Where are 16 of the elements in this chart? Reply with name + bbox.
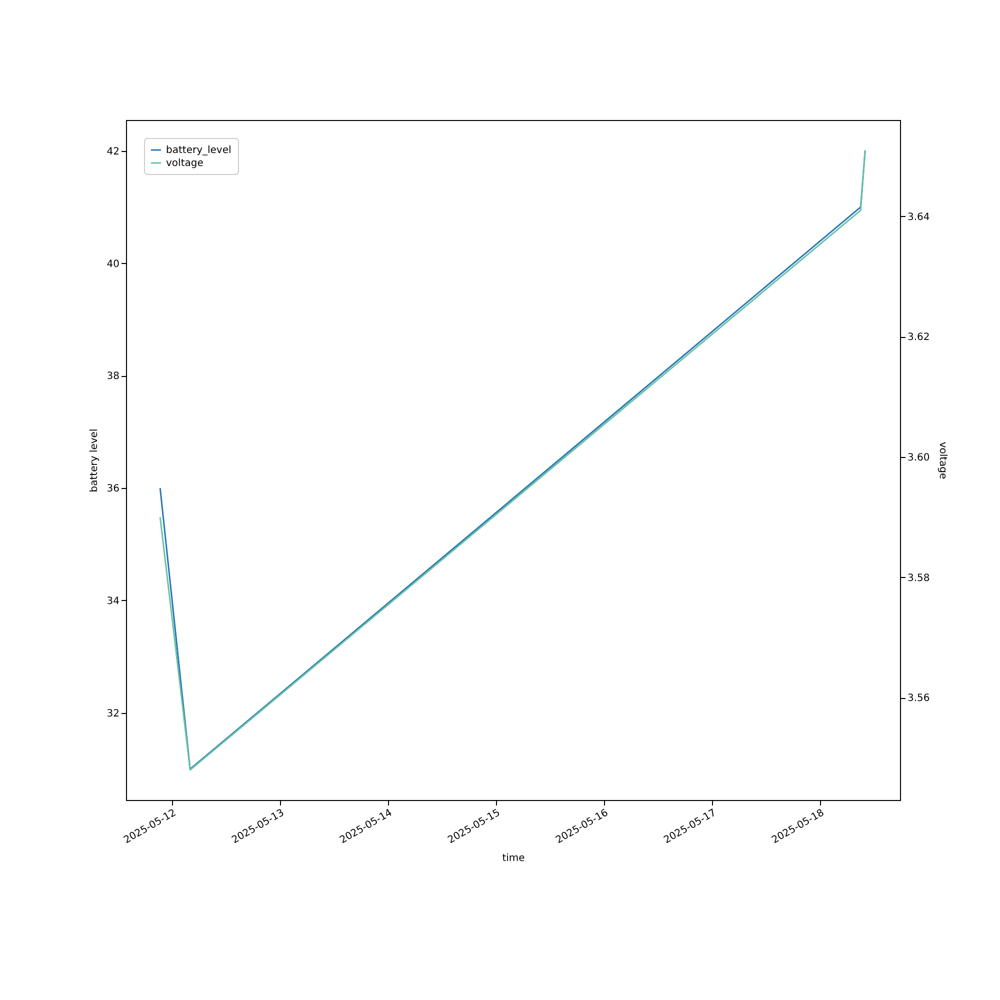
y2-tick-label: 3.62 — [908, 332, 930, 344]
y-tick-label: 40 — [106, 258, 120, 270]
y-tick-label: 42 — [106, 146, 120, 158]
y-axis-title: battery level — [88, 428, 100, 492]
y2-tick-label: 3.56 — [908, 693, 930, 704]
legend-label: voltage — [166, 158, 204, 169]
y2-tick-label: 3.64 — [908, 212, 930, 223]
x-axis-title: time — [502, 853, 525, 864]
y-tick-label: 38 — [106, 371, 120, 382]
legend-label: battery_level — [166, 145, 232, 156]
y-tick-label: 32 — [106, 708, 120, 720]
y-tick-label: 36 — [106, 484, 120, 495]
y2-axis-title: voltage — [936, 442, 948, 480]
y2-tick-label: 3.60 — [908, 452, 930, 464]
y-tick-label: 34 — [106, 596, 120, 607]
y2-tick-label: 3.58 — [908, 572, 930, 584]
